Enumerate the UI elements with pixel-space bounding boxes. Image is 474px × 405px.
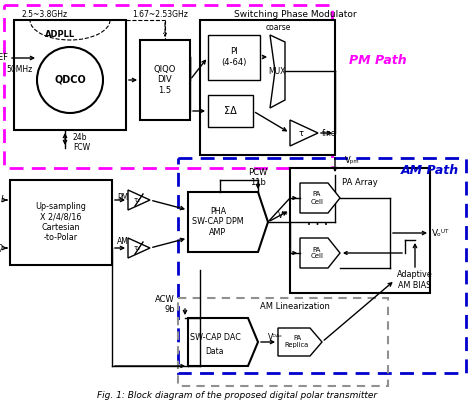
Text: 1.67~2.53GHz: 1.67~2.53GHz — [132, 10, 188, 19]
Text: τ₁: τ₁ — [134, 197, 140, 203]
Text: MUX: MUX — [268, 66, 286, 75]
Text: Q: Q — [0, 243, 3, 252]
Text: fine: fine — [322, 128, 337, 138]
Text: Fig. 1: Block diagram of the proposed digital polar transmitter: Fig. 1: Block diagram of the proposed di… — [97, 391, 377, 400]
Text: Vᴿᶠ: Vᴿᶠ — [278, 211, 289, 220]
Polygon shape — [128, 190, 150, 210]
Text: PCW
11b: PCW 11b — [248, 168, 268, 188]
Text: AM: AM — [117, 237, 129, 247]
Text: FCW: FCW — [73, 143, 90, 153]
Bar — [4, 5, 332, 168]
Polygon shape — [270, 35, 285, 108]
Bar — [140, 40, 190, 120]
Text: Switching Phase Modulator: Switching Phase Modulator — [234, 10, 356, 19]
Text: ΣΔ: ΣΔ — [224, 106, 237, 116]
Polygon shape — [300, 238, 340, 268]
Text: PA
Cell: PA Cell — [310, 192, 323, 205]
Text: PM: PM — [117, 194, 128, 202]
Bar — [208, 35, 260, 80]
Text: ACW
9b: ACW 9b — [155, 295, 175, 314]
Bar — [10, 180, 112, 265]
Text: QIQO
DIV
1.5: QIQO DIV 1.5 — [154, 65, 176, 95]
Text: PA
Cell: PA Cell — [310, 247, 323, 260]
Bar — [178, 298, 388, 386]
Text: 24b: 24b — [73, 132, 88, 141]
Text: Vₚₘ: Vₚₘ — [345, 156, 360, 164]
Text: AM Path: AM Path — [401, 164, 459, 177]
Text: coarse: coarse — [265, 23, 291, 32]
Bar — [200, 20, 335, 155]
Polygon shape — [188, 192, 268, 252]
Text: Data: Data — [206, 347, 224, 356]
Text: PHA
SW-CAP DPM
AMP: PHA SW-CAP DPM AMP — [192, 207, 244, 237]
Text: Up-sampling
X 2/4/8/16
Cartesian
-to-Polar: Up-sampling X 2/4/8/16 Cartesian -to-Pol… — [36, 202, 86, 242]
Text: AM Linearization: AM Linearization — [260, 302, 330, 311]
Text: •  •  •: • • • — [308, 222, 328, 228]
Text: PA
Replica: PA Replica — [285, 335, 309, 348]
Text: PA Array: PA Array — [342, 178, 378, 187]
Text: PM Path: PM Path — [349, 53, 407, 66]
Text: SW-CAP DAC: SW-CAP DAC — [190, 333, 240, 343]
Polygon shape — [128, 238, 150, 258]
Bar — [14, 20, 126, 130]
Polygon shape — [188, 318, 258, 366]
Text: 2.5~3.8GHz: 2.5~3.8GHz — [22, 10, 68, 19]
Text: τ: τ — [299, 128, 303, 138]
Text: PI
(4-64): PI (4-64) — [221, 47, 246, 67]
Bar — [178, 158, 466, 373]
Text: τ₂: τ₂ — [134, 245, 141, 251]
Text: QDCO: QDCO — [54, 75, 86, 85]
Text: Vₒᵁᵀ: Vₒᵁᵀ — [432, 228, 449, 237]
Text: Adaptive
AM BIAS: Adaptive AM BIAS — [397, 270, 433, 290]
Text: I: I — [0, 196, 3, 205]
Text: Vᴰᴬᶜ: Vᴰᴬᶜ — [268, 333, 283, 343]
Polygon shape — [290, 120, 318, 146]
Text: REF: REF — [0, 53, 8, 62]
Bar — [290, 168, 430, 293]
Text: ADPLL: ADPLL — [45, 30, 75, 39]
Text: 50MHz: 50MHz — [6, 66, 32, 75]
Polygon shape — [278, 328, 322, 356]
Bar — [208, 95, 253, 127]
Polygon shape — [300, 183, 340, 213]
